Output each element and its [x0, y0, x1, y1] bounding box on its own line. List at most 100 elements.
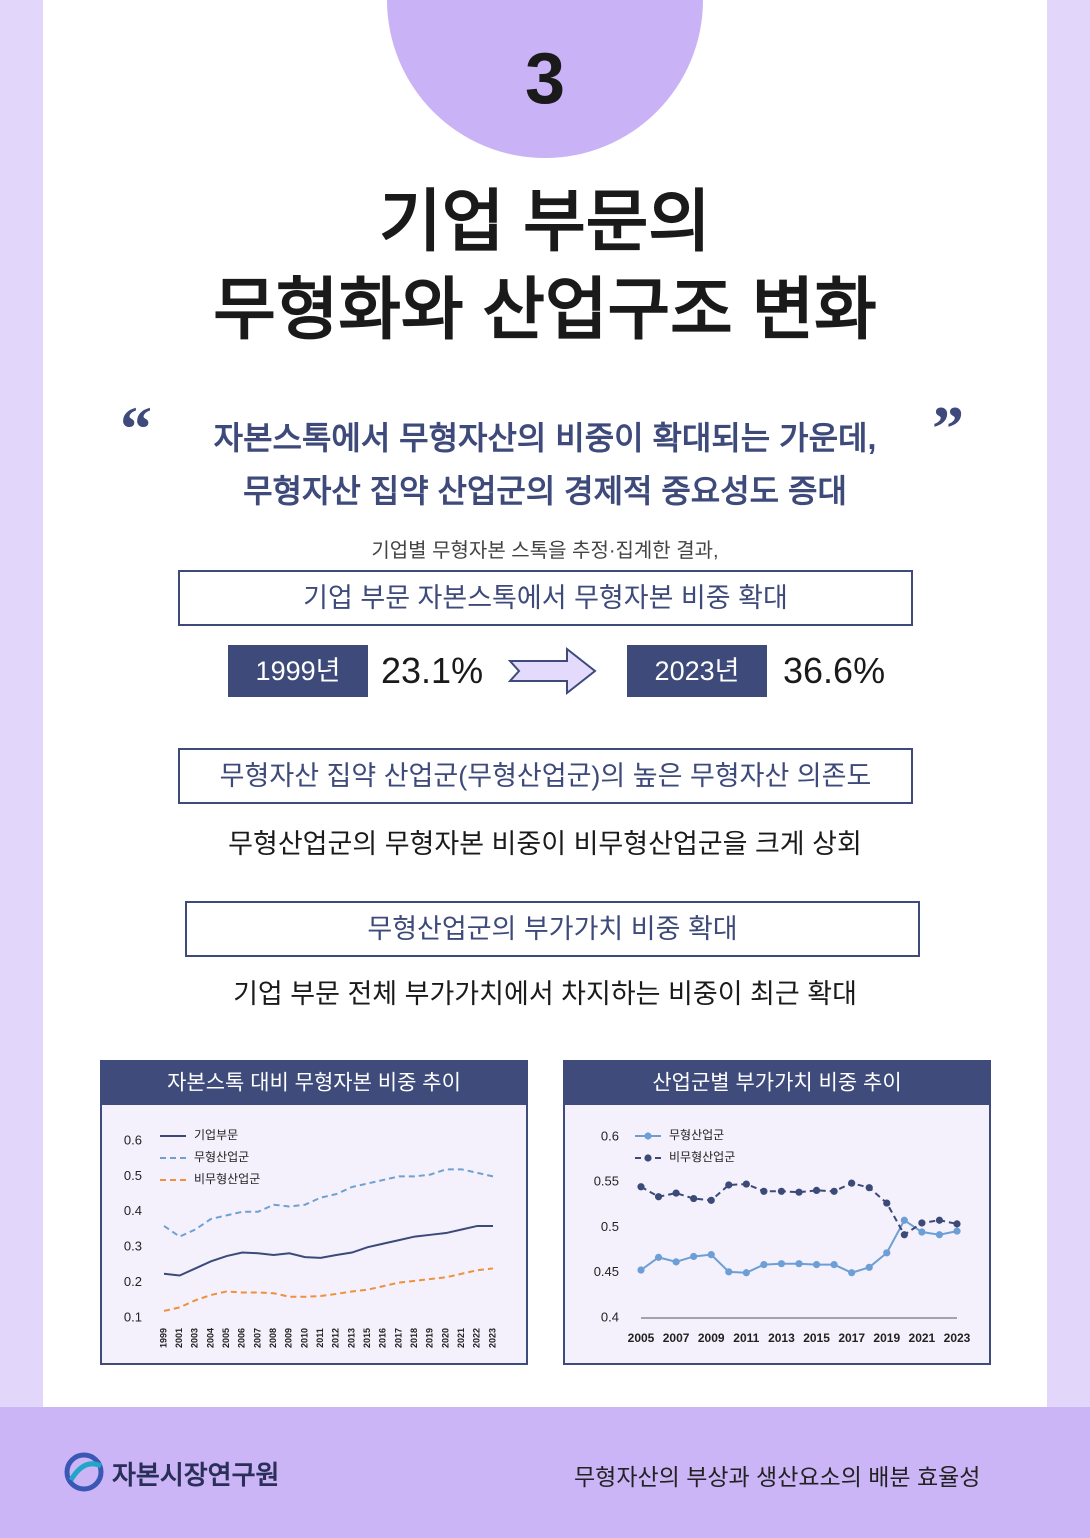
share-value: 23.1% — [381, 650, 484, 691]
finding-heading: 기업 부문 자본스톡에서 무형자본 비중 확대 — [178, 570, 913, 626]
series-marker — [672, 1258, 680, 1266]
x-tick-label: 2003 — [190, 1328, 200, 1348]
logo-text: 자본시장연구원 — [112, 1460, 280, 1490]
legend-label: 비무형산업군 — [669, 1150, 735, 1164]
series-marker — [883, 1199, 891, 1207]
series-marker — [777, 1260, 786, 1268]
x-tick-label: 2012 — [331, 1328, 341, 1348]
logo-icon — [64, 1452, 104, 1492]
series-marker — [795, 1188, 803, 1196]
y-tick-label: 0.4 — [124, 1203, 142, 1218]
series-marker — [707, 1196, 715, 1204]
series-marker — [935, 1231, 944, 1239]
legend-label: 무형산업군 — [669, 1128, 724, 1142]
x-tick-label: 2022 — [472, 1328, 482, 1348]
x-tick-label: 2008 — [268, 1328, 278, 1348]
legend-label: 기업부문 — [194, 1128, 238, 1142]
y-tick-label: 0.6 — [601, 1128, 619, 1143]
finding-text: 기업 부문 전체 부가가치에서 차지하는 비중이 최근 확대 — [233, 979, 857, 1009]
series-marker — [672, 1189, 680, 1197]
series-marker — [654, 1193, 663, 1201]
x-tick-label: 2019 — [873, 1331, 900, 1345]
y-tick-label: 0.6 — [124, 1132, 142, 1147]
chart-title: 자본스톡 대비 무형자본 비중 추이 — [167, 1072, 461, 1095]
x-tick-label: 2009 — [284, 1328, 294, 1348]
x-tick-label: 2011 — [733, 1331, 759, 1345]
x-tick-label: 2023 — [944, 1331, 971, 1345]
x-tick-label: 2021 — [909, 1331, 936, 1345]
year-box: 1999년 — [228, 645, 368, 697]
series-marker — [690, 1252, 698, 1261]
series-marker — [690, 1194, 698, 1203]
x-tick-label: 2007 — [663, 1331, 690, 1345]
series-marker — [865, 1263, 873, 1271]
x-tick-label: 2006 — [237, 1328, 247, 1348]
share-value: 36.6% — [783, 650, 886, 691]
series-marker — [953, 1227, 961, 1235]
y-tick-label: 0.4 — [601, 1309, 619, 1324]
series-marker — [935, 1216, 944, 1224]
quote-mark: “ — [120, 393, 152, 464]
x-tick-label: 2017 — [393, 1328, 403, 1348]
report-title: 무형자산의 부상과 생산요소의 배분 효율성 — [574, 1464, 981, 1490]
panel — [100, 1060, 528, 1365]
x-tick-label: 2010 — [299, 1328, 309, 1348]
title-line: 기업 부문의 — [379, 184, 711, 260]
y-tick-label: 0.2 — [124, 1274, 142, 1289]
y-tick-label: 0.1 — [124, 1309, 142, 1324]
x-tick-label: 2015 — [362, 1328, 372, 1348]
finding-heading: 무형자산 집약 산업군(무형산업군)의 높은 무형자산 의존도 — [178, 748, 913, 804]
x-tick-label: 1999 — [158, 1328, 168, 1348]
series-marker — [760, 1187, 768, 1195]
chart: 자본스톡 대비 무형자본 비중 추이 0.1 0.2 0.3 0.4 0.5 0.6 1999… — [100, 1060, 528, 1365]
x-tick-label: 2021 — [456, 1328, 466, 1348]
x-tick-label: 2015 — [803, 1331, 830, 1345]
y-tick-label: 0.5 — [124, 1168, 142, 1183]
x-tick-label: 2013 — [768, 1331, 795, 1345]
series-marker — [812, 1186, 821, 1194]
series-marker — [918, 1228, 926, 1236]
chart-title: 산업군별 부가가치 비중 추이 — [652, 1072, 901, 1095]
series-marker — [900, 1231, 908, 1239]
series-marker — [654, 1253, 663, 1261]
x-tick-label: 2016 — [378, 1328, 388, 1348]
y-tick-label: 0.3 — [124, 1239, 142, 1254]
x-tick-label: 2013 — [346, 1328, 356, 1348]
finding-text: 무형산업군의 무형자본 비중이 비무형산업군을 크게 상회 — [228, 829, 862, 859]
x-tick-label: 2020 — [440, 1328, 450, 1348]
intro: 기업별 무형자본 스톡을 추정·집계한 결과, — [371, 540, 719, 562]
x-tick-label: 2004 — [205, 1328, 215, 1348]
series-marker — [830, 1187, 838, 1195]
series-marker — [812, 1261, 821, 1269]
series-marker — [953, 1220, 961, 1228]
series-marker — [777, 1187, 786, 1195]
legend-marker — [644, 1154, 652, 1162]
quote-line: 자본스톡에서 무형자산의 비중이 확대되는 가운데, — [213, 420, 877, 456]
series-marker — [725, 1268, 733, 1276]
series-marker — [900, 1216, 908, 1224]
arrow-shape — [507, 646, 597, 696]
series-marker — [883, 1249, 891, 1257]
series-marker — [918, 1219, 926, 1227]
arrow — [507, 646, 597, 696]
y-tick-label: 0.5 — [601, 1219, 619, 1234]
x-tick-label: 2009 — [698, 1331, 725, 1345]
series-marker — [795, 1260, 803, 1268]
series-marker — [760, 1261, 768, 1269]
series-marker — [725, 1181, 733, 1189]
x-tick-label: 2005 — [628, 1331, 655, 1345]
legend-marker — [644, 1132, 652, 1140]
series-marker — [848, 1179, 856, 1187]
x-tick-label: 2019 — [425, 1328, 435, 1348]
x-tick-label: 2005 — [221, 1328, 231, 1348]
x-tick-label: 2018 — [409, 1328, 419, 1348]
chart: 산업군별 부가가치 비중 추이 0.4 0.45 0.5 0.55 0.6 2005 2007… — [563, 1060, 991, 1365]
panel-header — [101, 1061, 527, 1105]
finding-heading: 무형산업군의 부가가치 비중 확대 — [185, 901, 920, 957]
series-line — [163, 1224, 493, 1277]
y-tick-label: 0.55 — [594, 1174, 619, 1189]
series-line — [163, 1168, 494, 1238]
panel-header — [564, 1061, 990, 1105]
series-marker — [830, 1261, 838, 1269]
series-marker — [707, 1251, 715, 1259]
